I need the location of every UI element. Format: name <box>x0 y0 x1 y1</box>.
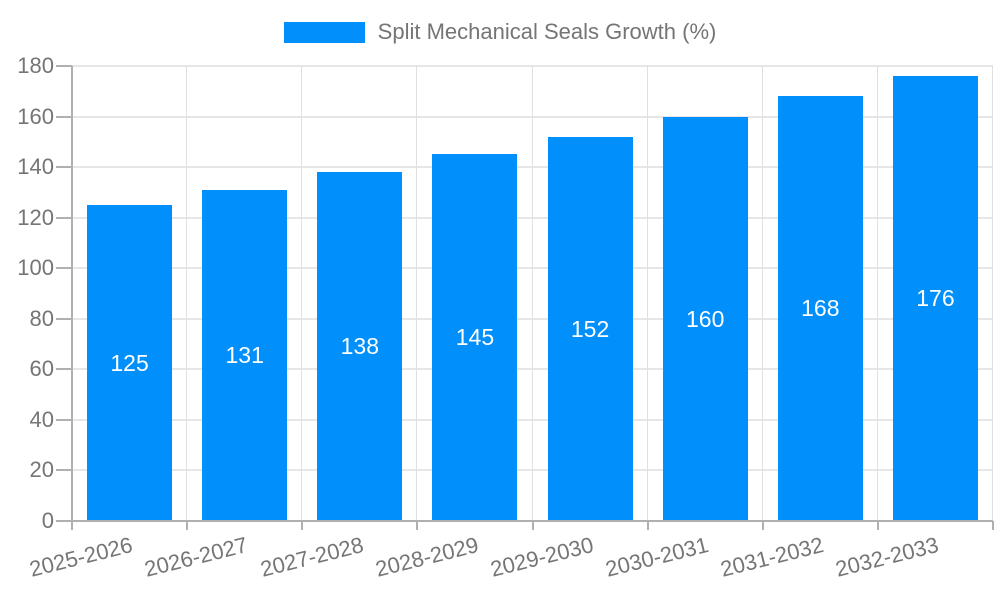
x-gridline <box>646 66 648 521</box>
x-axis-tick-label: 2027-2028 <box>257 532 366 582</box>
bar[interactable]: 138 <box>317 172 403 521</box>
x-axis-tick-label: 2029-2030 <box>487 532 596 582</box>
bar-value-label: 138 <box>340 333 379 359</box>
x-axis-tick-label: 2026-2027 <box>142 532 251 582</box>
x-axis-tick-label: 2030-2031 <box>602 532 711 582</box>
bar-value-label: 176 <box>916 285 955 311</box>
x-axis-tick <box>646 521 649 530</box>
bar[interactable]: 152 <box>547 137 633 521</box>
x-axis-tick <box>876 521 879 530</box>
y-gridline <box>72 469 993 472</box>
y-axis-tick <box>56 317 72 320</box>
y-axis-tick <box>56 520 72 522</box>
x-gridline <box>761 66 763 521</box>
y-gridline <box>72 65 993 67</box>
bar[interactable]: 131 <box>202 190 288 521</box>
y-gridline <box>72 317 993 320</box>
x-gridline <box>301 66 303 521</box>
legend-label: Split Mechanical Seals Growth (%) <box>377 19 717 44</box>
bar[interactable]: 168 <box>777 96 863 521</box>
bar-value-label: 145 <box>455 324 495 350</box>
y-axis-tick <box>56 418 72 421</box>
legend-swatch <box>283 21 365 43</box>
bar-value-label: 131 <box>225 342 264 368</box>
x-axis-tick-label: 2028-2029 <box>372 532 481 582</box>
y-gridline <box>72 418 993 421</box>
x-gridline <box>186 66 188 521</box>
y-axis-tick <box>56 65 72 67</box>
x-axis-line <box>72 520 993 522</box>
bar-value-label: 168 <box>801 295 840 321</box>
y-axis-tick-label: 100 <box>17 255 54 281</box>
bar[interactable]: 160 <box>662 117 748 521</box>
x-axis-tick-label: 2025-2026 <box>27 532 136 582</box>
y-gridline <box>72 267 993 270</box>
y-gridline <box>72 368 993 371</box>
y-axis-tick-label: 40 <box>29 406 54 432</box>
y-axis-tick-label: 60 <box>29 356 54 382</box>
y-axis-tick-label: 0 <box>41 508 54 533</box>
y-axis-tick <box>56 368 72 371</box>
bar-value-label: 125 <box>110 349 149 376</box>
x-axis-tick <box>531 521 534 530</box>
legend[interactable]: Split Mechanical Seals Growth (%) <box>0 20 1000 44</box>
bar[interactable]: 145 <box>432 154 518 521</box>
y-axis-tick-label: 120 <box>17 204 54 230</box>
x-axis-tick <box>301 521 304 530</box>
x-axis-tick-label: 2032-2033 <box>833 532 942 582</box>
y-axis-tick <box>56 216 72 219</box>
y-axis-line <box>71 66 73 530</box>
y-axis-tick <box>56 115 72 118</box>
x-axis-tick-label: 2031-2032 <box>717 532 827 582</box>
x-gridline <box>531 66 533 521</box>
x-gridline <box>992 66 993 521</box>
y-gridline <box>72 216 993 219</box>
x-axis-tick <box>416 521 419 530</box>
y-axis-tick <box>56 469 72 472</box>
x-gridline <box>416 66 418 521</box>
y-axis-tick-label: 180 <box>17 53 54 78</box>
x-axis-tick <box>761 521 764 530</box>
x-gridline <box>876 66 878 521</box>
y-axis-tick <box>56 267 72 270</box>
y-axis-tick-label: 140 <box>17 154 54 180</box>
y-gridline <box>72 166 993 169</box>
y-axis-tick-label: 80 <box>29 305 54 331</box>
bar-value-label: 160 <box>686 305 725 332</box>
y-gridline <box>72 115 993 118</box>
y-axis-tick <box>56 166 72 169</box>
x-axis-tick <box>992 521 994 530</box>
x-axis-tick <box>186 521 189 530</box>
y-axis-tick-label: 20 <box>29 457 54 483</box>
bar-value-label: 152 <box>570 315 610 342</box>
bar[interactable]: 176 <box>892 76 978 521</box>
y-axis-tick-label: 160 <box>17 103 54 129</box>
bar[interactable]: 125 <box>87 205 173 521</box>
